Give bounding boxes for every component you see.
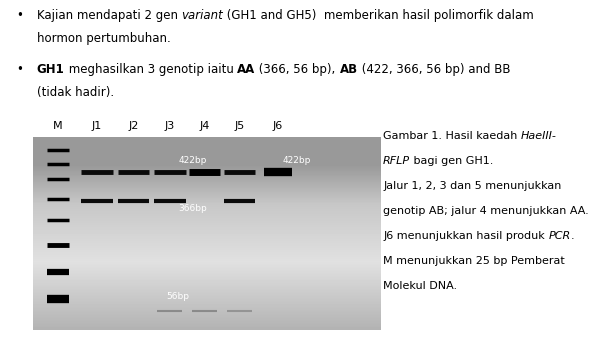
Text: Jalur 1, 2, 3 dan 5 menunjukkan: Jalur 1, 2, 3 dan 5 menunjukkan bbox=[383, 181, 561, 191]
Text: J2: J2 bbox=[128, 121, 138, 131]
Text: •: • bbox=[17, 63, 24, 76]
Text: J1: J1 bbox=[92, 121, 102, 131]
Text: AB: AB bbox=[339, 63, 358, 76]
Text: GH1: GH1 bbox=[37, 63, 65, 76]
Text: genotip AB; jalur 4 menunjukkan AA.: genotip AB; jalur 4 menunjukkan AA. bbox=[383, 206, 589, 216]
Text: 366bp: 366bp bbox=[179, 204, 207, 213]
Text: meghasilkan 3 genotip iaitu: meghasilkan 3 genotip iaitu bbox=[65, 63, 237, 76]
Text: M: M bbox=[53, 121, 63, 131]
Text: PCR: PCR bbox=[548, 231, 571, 241]
Text: variant: variant bbox=[182, 9, 223, 22]
Text: Kajian mendapati 2 gen: Kajian mendapati 2 gen bbox=[37, 9, 182, 22]
Text: (tidak hadir).: (tidak hadir). bbox=[37, 86, 114, 99]
Text: 56bp: 56bp bbox=[166, 292, 189, 301]
Text: AA: AA bbox=[237, 63, 255, 76]
Text: HaeIII-: HaeIII- bbox=[521, 131, 557, 142]
Text: M menunjukkan 25 bp Pemberat: M menunjukkan 25 bp Pemberat bbox=[383, 256, 565, 266]
Text: J6: J6 bbox=[273, 121, 283, 131]
Text: hormon pertumbuhan.: hormon pertumbuhan. bbox=[37, 32, 170, 45]
Text: bagi gen GH1.: bagi gen GH1. bbox=[410, 156, 494, 166]
Text: J6 menunjukkan hasil produk: J6 menunjukkan hasil produk bbox=[383, 231, 548, 241]
Text: (GH1 and GH5)  memberikan hasil polimorfik dalam: (GH1 and GH5) memberikan hasil polimorfi… bbox=[223, 9, 534, 22]
Text: J4: J4 bbox=[200, 121, 210, 131]
Text: RFLP: RFLP bbox=[383, 156, 410, 166]
Text: Molekul DNA.: Molekul DNA. bbox=[383, 281, 457, 291]
Text: J5: J5 bbox=[234, 121, 245, 131]
Text: 422bp: 422bp bbox=[283, 156, 311, 165]
Text: .: . bbox=[571, 231, 574, 241]
Text: J3: J3 bbox=[165, 121, 175, 131]
Text: (366, 56 bp),: (366, 56 bp), bbox=[255, 63, 339, 76]
Text: •: • bbox=[17, 9, 24, 22]
Text: 422bp: 422bp bbox=[179, 156, 207, 165]
Text: Gambar 1. Hasil kaedah: Gambar 1. Hasil kaedah bbox=[383, 131, 521, 142]
Text: (422, 366, 56 bp) and BB: (422, 366, 56 bp) and BB bbox=[358, 63, 510, 76]
